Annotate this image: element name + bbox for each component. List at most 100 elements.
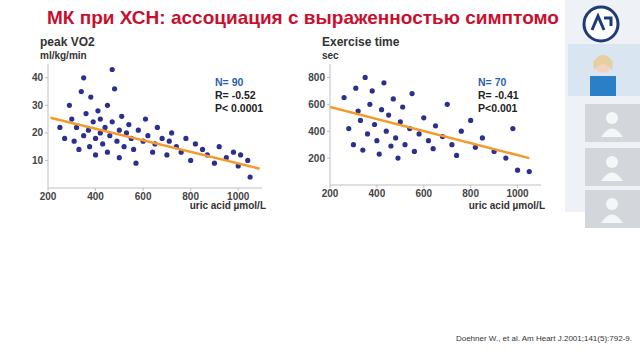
y-tick <box>327 77 330 78</box>
avatar-body <box>601 173 623 182</box>
point <box>91 119 96 124</box>
point <box>102 125 107 130</box>
point <box>402 142 407 147</box>
avatar-tile-0 <box>585 104 640 142</box>
point <box>131 147 136 152</box>
point <box>93 152 98 157</box>
point <box>231 150 236 155</box>
x-tick-label: 400 <box>87 191 104 202</box>
stat-annotation: R= -0.52 <box>215 89 256 101</box>
stat-annotation: R= -0.41 <box>478 89 519 101</box>
point <box>167 139 172 144</box>
regression-line <box>330 107 529 158</box>
y-axis-line <box>330 64 331 185</box>
point <box>386 112 391 117</box>
point <box>62 136 67 141</box>
regression-line <box>50 118 259 169</box>
point <box>384 129 389 134</box>
chart-scatter: Exercise timesecuric acid µmol/L20040060… <box>308 35 545 211</box>
y-tick-label: 30 <box>32 100 44 111</box>
point <box>87 144 92 149</box>
point <box>117 128 122 133</box>
y-tick-label: 600 <box>308 99 325 110</box>
point <box>217 144 222 149</box>
point <box>370 88 375 93</box>
y-axis-label: ml/kg/min <box>40 50 87 61</box>
avatar-tile-2 <box>585 190 640 228</box>
point <box>245 158 250 163</box>
point <box>433 123 438 128</box>
stat-annotation: N= 90 <box>215 76 243 88</box>
point <box>459 129 464 134</box>
point <box>341 95 346 100</box>
point <box>193 141 198 146</box>
point <box>164 152 169 157</box>
point <box>381 80 386 85</box>
point <box>117 155 122 160</box>
chart-title: Exercise time <box>322 35 400 49</box>
point <box>503 156 508 161</box>
logo <box>584 7 618 41</box>
y-tick-label: 10 <box>32 155 44 166</box>
y-tick <box>45 77 48 78</box>
point <box>57 125 62 130</box>
chart-title: peak VO2 <box>40 35 95 49</box>
y-tick-label: 200 <box>308 153 325 164</box>
point <box>409 91 414 96</box>
marks <box>330 75 532 174</box>
x-axis-line <box>330 185 541 186</box>
point <box>412 149 417 154</box>
point <box>367 102 372 107</box>
point <box>212 161 217 166</box>
point <box>445 102 450 107</box>
point <box>110 119 115 124</box>
point <box>95 108 100 113</box>
y-tick <box>327 131 330 132</box>
point <box>238 152 243 157</box>
point <box>400 104 405 109</box>
point <box>527 169 532 174</box>
point <box>105 103 110 108</box>
point <box>510 126 515 131</box>
point <box>143 117 148 122</box>
point <box>358 118 363 123</box>
point <box>169 130 174 135</box>
slide-title: МК при ХСН: ассоциация с выраженностью с… <box>47 7 559 28</box>
point <box>93 136 98 141</box>
marks <box>50 67 259 180</box>
y-tick <box>45 105 48 106</box>
citation: Doehner W., et al. Am Heart J.2001;141(5… <box>456 334 632 343</box>
avatar-tile-1 <box>585 148 640 186</box>
point <box>431 146 436 151</box>
avatar-head <box>606 112 618 124</box>
video-panel <box>565 0 640 228</box>
point <box>79 89 84 94</box>
point <box>121 144 126 149</box>
point <box>110 67 115 72</box>
logo-glyph <box>592 16 611 30</box>
avatar-body <box>601 215 623 224</box>
background <box>0 0 640 360</box>
stat-annotation: P<0.001 <box>478 102 518 114</box>
x-tick-label: 600 <box>135 191 152 202</box>
point <box>83 111 88 116</box>
y-axis-label: sec <box>322 50 339 61</box>
x-tick-label: 400 <box>369 188 386 199</box>
y-tick-label: 40 <box>32 72 44 83</box>
avatar-head <box>606 156 618 168</box>
point <box>360 147 365 152</box>
point <box>76 147 81 152</box>
speaker-body <box>590 76 616 96</box>
point <box>133 161 138 166</box>
point <box>377 151 382 156</box>
speaker-tile <box>568 44 640 96</box>
point <box>421 115 426 120</box>
slide: МК при ХСН: ассоциация с выраженностью с… <box>0 0 640 360</box>
point <box>88 94 93 99</box>
point <box>114 139 119 144</box>
point <box>126 122 131 127</box>
point <box>363 75 368 80</box>
point <box>183 136 188 141</box>
point <box>145 133 150 138</box>
point <box>188 158 193 163</box>
